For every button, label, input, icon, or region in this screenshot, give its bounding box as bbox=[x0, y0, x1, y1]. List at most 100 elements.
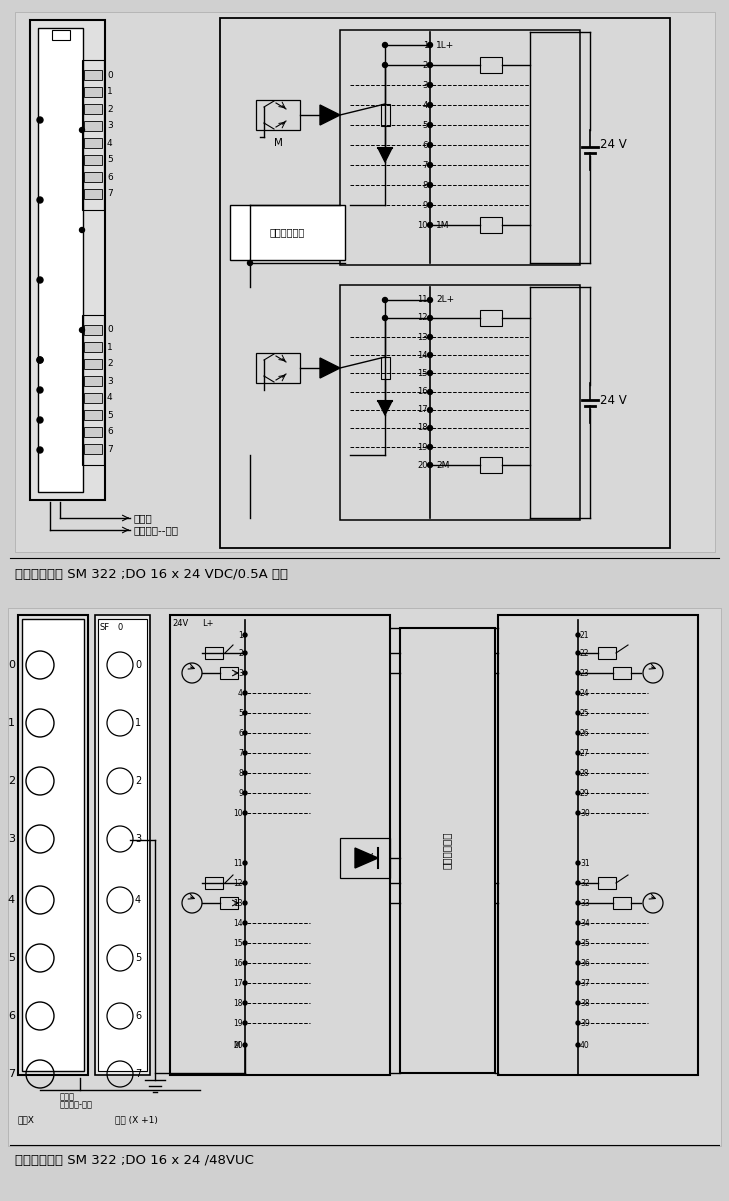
Text: 通道号: 通道号 bbox=[134, 513, 153, 522]
Circle shape bbox=[243, 861, 247, 865]
Text: 34: 34 bbox=[580, 919, 590, 927]
Text: 23: 23 bbox=[580, 669, 590, 677]
Circle shape bbox=[427, 407, 432, 412]
Circle shape bbox=[427, 335, 432, 340]
Bar bbox=[84, 70, 102, 80]
Circle shape bbox=[427, 62, 432, 67]
Text: 1: 1 bbox=[107, 88, 113, 96]
Text: 20: 20 bbox=[233, 1040, 243, 1050]
Circle shape bbox=[576, 791, 580, 795]
Circle shape bbox=[576, 961, 580, 964]
Circle shape bbox=[383, 298, 388, 303]
Bar bbox=[84, 121, 102, 131]
Circle shape bbox=[427, 316, 432, 321]
Circle shape bbox=[243, 981, 247, 985]
Circle shape bbox=[243, 811, 247, 815]
Bar bbox=[480, 217, 502, 233]
Text: 6: 6 bbox=[423, 141, 428, 149]
Bar bbox=[256, 100, 300, 130]
Bar bbox=[84, 138, 102, 148]
Bar bbox=[498, 615, 698, 1075]
Text: 25: 25 bbox=[580, 709, 590, 717]
Text: 13: 13 bbox=[233, 898, 243, 908]
Text: 13: 13 bbox=[418, 333, 428, 341]
Circle shape bbox=[427, 162, 432, 167]
Text: 22: 22 bbox=[580, 649, 590, 657]
Text: 2: 2 bbox=[107, 104, 112, 114]
Circle shape bbox=[243, 1000, 247, 1005]
Text: 8: 8 bbox=[238, 769, 243, 777]
Text: 9: 9 bbox=[238, 789, 243, 797]
Bar bbox=[22, 619, 84, 1071]
Circle shape bbox=[576, 651, 580, 655]
Text: 38: 38 bbox=[580, 998, 590, 1008]
Circle shape bbox=[243, 1042, 247, 1047]
Circle shape bbox=[243, 711, 247, 715]
Circle shape bbox=[576, 751, 580, 755]
Text: 1: 1 bbox=[238, 631, 243, 639]
Bar bbox=[84, 359, 102, 369]
Bar bbox=[95, 615, 150, 1075]
Circle shape bbox=[37, 447, 43, 453]
Text: 1L+: 1L+ bbox=[436, 41, 454, 49]
Bar bbox=[38, 28, 83, 492]
Text: 18: 18 bbox=[233, 998, 243, 1008]
Text: 16: 16 bbox=[418, 388, 428, 396]
Bar bbox=[340, 285, 580, 520]
Text: 5: 5 bbox=[8, 954, 15, 963]
Bar bbox=[381, 104, 390, 126]
Text: M: M bbox=[233, 1040, 240, 1050]
Circle shape bbox=[576, 711, 580, 715]
Text: 2: 2 bbox=[238, 649, 243, 657]
Text: 7: 7 bbox=[107, 190, 113, 198]
Circle shape bbox=[243, 671, 247, 675]
Bar bbox=[205, 877, 223, 889]
Text: 4: 4 bbox=[107, 138, 112, 148]
Circle shape bbox=[576, 921, 580, 925]
Text: 5: 5 bbox=[107, 411, 113, 419]
Text: L+: L+ bbox=[202, 619, 214, 627]
Circle shape bbox=[243, 1021, 247, 1024]
Text: 4: 4 bbox=[135, 895, 141, 906]
Circle shape bbox=[576, 811, 580, 815]
Circle shape bbox=[427, 222, 432, 227]
Bar bbox=[256, 353, 300, 383]
Circle shape bbox=[243, 771, 247, 775]
Text: 12: 12 bbox=[233, 878, 243, 888]
Bar bbox=[381, 357, 390, 380]
Circle shape bbox=[576, 691, 580, 695]
Text: 1: 1 bbox=[8, 718, 15, 728]
Circle shape bbox=[243, 633, 247, 637]
Circle shape bbox=[243, 651, 247, 655]
Bar bbox=[84, 342, 102, 352]
Text: 2: 2 bbox=[107, 359, 112, 369]
Bar bbox=[613, 897, 631, 909]
Bar bbox=[220, 667, 238, 679]
Circle shape bbox=[576, 861, 580, 865]
Circle shape bbox=[576, 771, 580, 775]
Text: 6: 6 bbox=[135, 1011, 141, 1021]
Polygon shape bbox=[355, 848, 378, 868]
Text: 0: 0 bbox=[107, 325, 113, 335]
Bar bbox=[84, 376, 102, 386]
Text: 31: 31 bbox=[580, 859, 590, 867]
Text: 40: 40 bbox=[580, 1040, 590, 1050]
Text: 14: 14 bbox=[418, 351, 428, 359]
Circle shape bbox=[427, 143, 432, 148]
Circle shape bbox=[576, 731, 580, 735]
Text: 5: 5 bbox=[238, 709, 243, 717]
Text: 5: 5 bbox=[423, 120, 428, 130]
Circle shape bbox=[37, 357, 43, 363]
Text: 1: 1 bbox=[423, 41, 428, 49]
Text: 7: 7 bbox=[8, 1069, 15, 1078]
Text: 24V: 24V bbox=[172, 619, 188, 627]
Circle shape bbox=[383, 42, 388, 48]
Text: 字节 (X +1): 字节 (X +1) bbox=[115, 1116, 158, 1124]
Bar bbox=[52, 30, 70, 40]
Bar bbox=[400, 628, 495, 1072]
Text: 39: 39 bbox=[580, 1018, 590, 1028]
Text: 19: 19 bbox=[233, 1018, 243, 1028]
Text: 35: 35 bbox=[580, 938, 590, 948]
Circle shape bbox=[427, 42, 432, 48]
Bar bbox=[170, 615, 390, 1075]
